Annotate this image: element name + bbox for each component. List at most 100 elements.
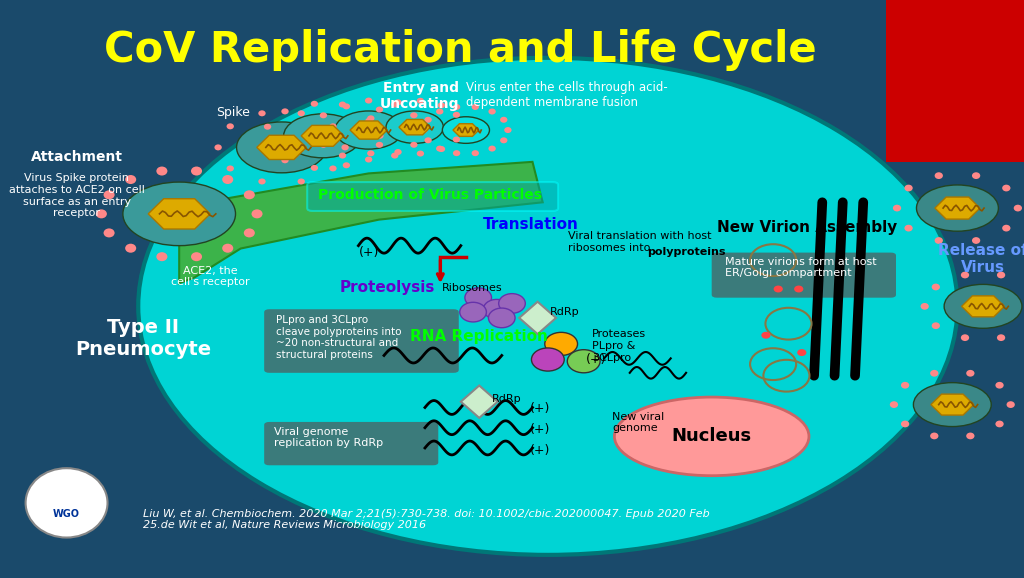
Ellipse shape [1002, 225, 1011, 232]
Text: RdRp: RdRp [550, 307, 580, 317]
Ellipse shape [436, 146, 443, 151]
Text: New Virion Assembly: New Virion Assembly [717, 220, 897, 235]
Text: Proteolysis: Proteolysis [339, 280, 435, 295]
Ellipse shape [961, 272, 969, 279]
Ellipse shape [237, 122, 327, 173]
Ellipse shape [921, 303, 929, 310]
Ellipse shape [366, 118, 373, 124]
Ellipse shape [798, 349, 807, 356]
Text: Virus enter the cells through acid-
dependent membrane fusion: Virus enter the cells through acid- depe… [466, 81, 668, 109]
Ellipse shape [972, 172, 980, 179]
Ellipse shape [460, 302, 486, 322]
Ellipse shape [125, 244, 136, 253]
Polygon shape [962, 296, 1005, 317]
Ellipse shape [932, 284, 940, 290]
Ellipse shape [453, 112, 460, 118]
Ellipse shape [411, 112, 418, 118]
Ellipse shape [961, 334, 969, 341]
Text: (+): (+) [358, 246, 379, 258]
Text: (+): (+) [586, 353, 606, 365]
Ellipse shape [417, 150, 424, 157]
Ellipse shape [997, 334, 1006, 341]
Ellipse shape [319, 112, 327, 118]
Text: Liu W, et al. Chembiochem. 2020 Mar 2;21(5):730-738. doi: 10.1002/cbic.202000047: Liu W, et al. Chembiochem. 2020 Mar 2;21… [143, 509, 710, 530]
Ellipse shape [944, 284, 1022, 328]
Ellipse shape [504, 127, 512, 133]
Ellipse shape [335, 111, 402, 149]
Ellipse shape [453, 150, 460, 156]
Text: Proteases
PLpro &
3CLpro: Proteases PLpro & 3CLpro [592, 329, 646, 362]
Ellipse shape [436, 109, 443, 114]
Ellipse shape [339, 153, 346, 158]
Text: Release of
Virus: Release of Virus [938, 243, 1024, 275]
FancyBboxPatch shape [307, 182, 558, 211]
Ellipse shape [916, 185, 998, 231]
Ellipse shape [226, 123, 233, 129]
Ellipse shape [191, 252, 202, 261]
Text: CoV Replication and Life Cycle: CoV Replication and Life Cycle [104, 29, 817, 71]
Ellipse shape [157, 252, 167, 261]
Ellipse shape [901, 421, 909, 427]
Ellipse shape [376, 106, 383, 113]
Ellipse shape [795, 286, 803, 292]
Ellipse shape [312, 127, 321, 133]
Text: polyproteins: polyproteins [647, 247, 726, 257]
Ellipse shape [244, 190, 255, 199]
Ellipse shape [458, 124, 466, 130]
Ellipse shape [365, 157, 373, 162]
Text: Viral genome
replication by RdRp: Viral genome replication by RdRp [274, 427, 384, 448]
Text: Attachment: Attachment [31, 150, 123, 164]
Text: Spike: Spike [216, 106, 251, 118]
Ellipse shape [96, 209, 106, 218]
Text: Ribosomes: Ribosomes [442, 283, 503, 293]
FancyBboxPatch shape [712, 253, 896, 298]
Ellipse shape [258, 179, 265, 184]
Ellipse shape [488, 109, 496, 114]
Ellipse shape [762, 332, 770, 339]
Ellipse shape [1007, 401, 1015, 408]
Ellipse shape [500, 138, 508, 143]
Polygon shape [301, 125, 344, 146]
Ellipse shape [453, 136, 460, 143]
Ellipse shape [284, 114, 361, 158]
Ellipse shape [282, 157, 289, 164]
Ellipse shape [453, 104, 460, 110]
Text: New viral
genome: New viral genome [612, 412, 665, 433]
Ellipse shape [417, 127, 425, 133]
Ellipse shape [1002, 184, 1011, 191]
Text: (+): (+) [529, 423, 550, 436]
Ellipse shape [890, 401, 898, 408]
Ellipse shape [394, 149, 401, 155]
Ellipse shape [901, 382, 909, 388]
Ellipse shape [394, 99, 401, 105]
Polygon shape [461, 386, 498, 418]
Ellipse shape [222, 244, 233, 253]
Ellipse shape [420, 127, 428, 133]
Ellipse shape [932, 323, 940, 329]
Ellipse shape [442, 117, 489, 143]
Ellipse shape [252, 209, 262, 218]
Ellipse shape [997, 272, 1006, 279]
Ellipse shape [417, 98, 424, 104]
Ellipse shape [391, 102, 398, 108]
Text: (+): (+) [529, 444, 550, 457]
Text: Entry and
Uncoating: Entry and Uncoating [379, 81, 459, 111]
Ellipse shape [545, 332, 578, 355]
Ellipse shape [330, 165, 337, 172]
Ellipse shape [488, 146, 496, 151]
Polygon shape [931, 394, 974, 415]
Ellipse shape [499, 294, 525, 313]
Ellipse shape [967, 370, 975, 377]
Ellipse shape [368, 116, 375, 121]
Ellipse shape [343, 103, 350, 109]
Ellipse shape [995, 382, 1004, 388]
Ellipse shape [103, 190, 115, 199]
Ellipse shape [157, 166, 167, 176]
Ellipse shape [298, 179, 305, 184]
Ellipse shape [531, 348, 564, 371]
Ellipse shape [774, 286, 782, 292]
Ellipse shape [191, 166, 202, 176]
Bar [886, 0, 1024, 162]
Ellipse shape [995, 421, 1004, 427]
Ellipse shape [319, 142, 327, 148]
